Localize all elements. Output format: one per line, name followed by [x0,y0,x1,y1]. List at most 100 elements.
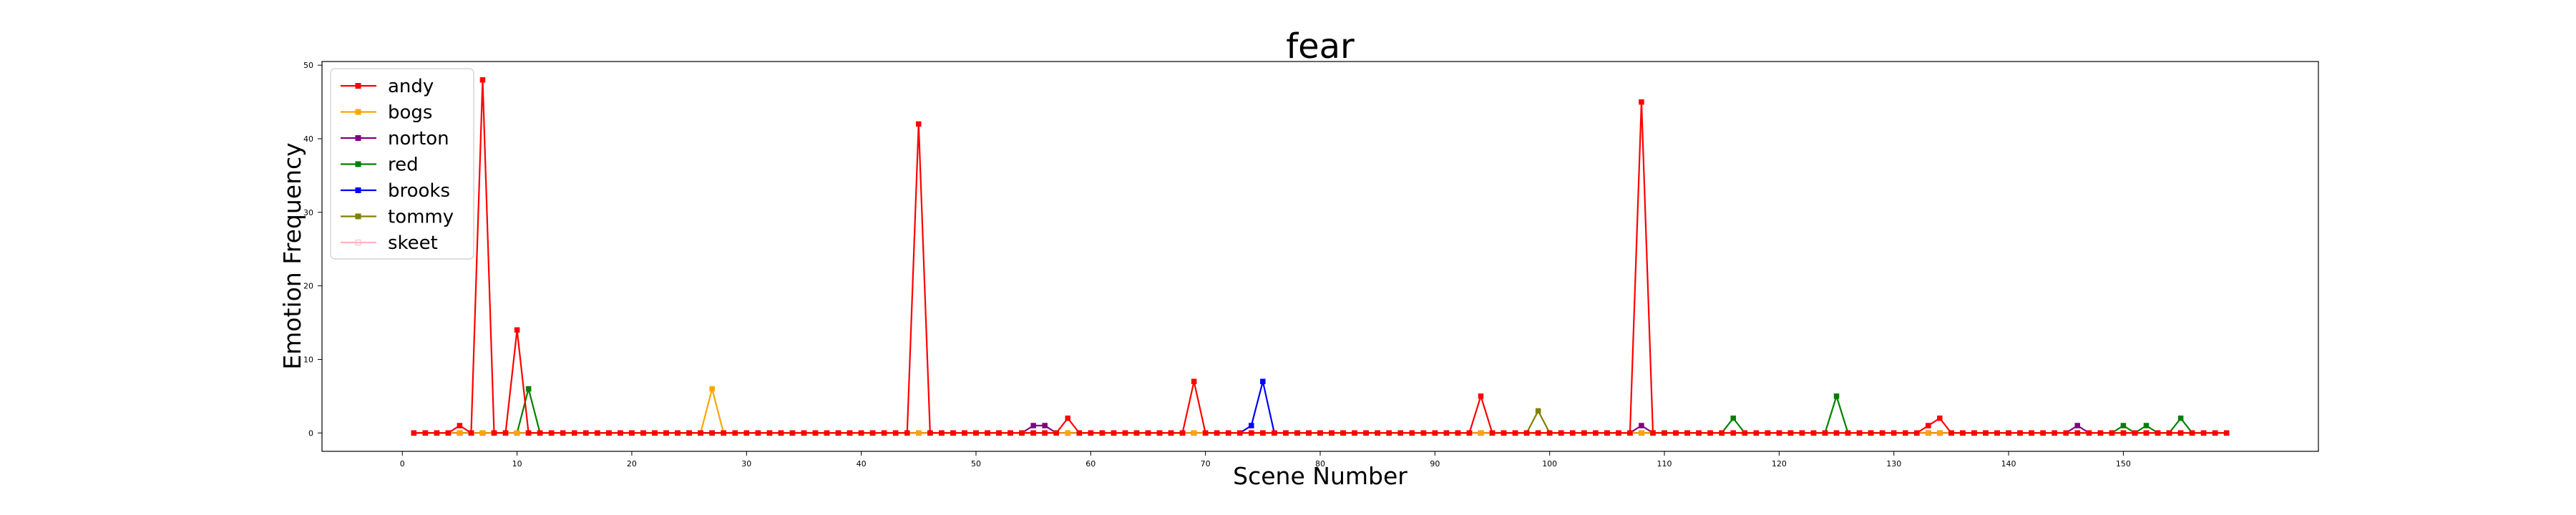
data-point-andy [1799,430,1805,436]
data-point-red [525,386,532,392]
data-point-andy [801,430,807,436]
data-point-andy [1570,430,1576,436]
data-point-andy [1742,430,1748,436]
data-point-andy [1202,430,1209,436]
data-point-andy [1329,430,1335,436]
data-point-bogs [709,386,715,392]
data-point-andy [1512,430,1518,436]
data-point-andy [1833,430,1840,436]
data-point-andy [698,430,703,436]
data-point-bogs [457,430,463,436]
data-point-red [2143,423,2150,428]
data-point-andy [2132,430,2138,436]
legend-label: red [388,154,419,176]
data-point-andy [755,430,761,436]
data-point-andy [1558,430,1564,436]
data-point-andy [858,430,864,436]
data-point-red [2177,415,2184,421]
data-point-brooks [1249,423,1254,428]
data-point-andy [985,430,990,436]
data-point-andy [1214,430,1220,436]
data-point-andy [1466,430,1473,436]
data-point-andy [572,430,577,436]
data-point-andy [1868,430,1874,436]
data-point-andy [892,430,899,436]
legend-entry-norton: norton [341,128,449,149]
data-point-andy [1260,430,1266,436]
data-point-andy [1787,430,1794,436]
data-point-andy [766,430,773,436]
data-point-andy [1983,430,1989,436]
data-point-andy [1753,430,1760,436]
y-tick-label: 50 [303,61,313,70]
y-tick-label: 40 [303,134,313,144]
data-point-andy [2177,430,2184,436]
data-point-andy [2063,430,2069,436]
x-tick-label: 40 [857,459,867,469]
legend-label: bogs [388,102,432,124]
data-point-andy [2051,430,2057,436]
data-point-andy [640,430,646,436]
legend-box [330,68,474,260]
data-point-andy [1455,430,1461,436]
data-point-andy [1903,430,1908,436]
data-point-andy [1386,430,1392,436]
data-point-andy [1168,430,1174,436]
data-point-bogs [1926,430,1931,436]
data-point-andy [1581,430,1587,436]
data-point-andy [1604,430,1610,436]
data-point-norton [1639,423,1644,428]
data-point-andy [1914,430,1920,436]
data-point-andy [1948,430,1954,436]
data-point-andy [869,430,876,436]
legend-marker [355,109,361,115]
x-tick-label: 90 [1430,459,1440,469]
data-point-andy [881,430,887,436]
data-point-andy [1397,430,1403,436]
data-point-norton [1042,423,1048,428]
data-point-andy [652,430,658,436]
legend-label: skeet [388,232,438,254]
data-point-andy [2086,430,2092,436]
legend-entry-skeet: skeet [341,232,438,254]
data-point-andy [1845,430,1851,436]
x-tick-label: 30 [741,459,751,469]
data-point-andy [1523,430,1530,436]
data-point-andy [502,430,509,436]
data-point-andy [468,430,474,436]
data-point-andy [491,430,497,436]
data-point-andy [1409,430,1415,436]
data-point-andy [1810,430,1817,436]
data-point-tommy [1535,408,1541,414]
data-point-andy [1088,430,1094,436]
data-point-andy [962,430,967,436]
data-point-andy [2155,430,2161,436]
data-point-andy [1730,430,1736,436]
legend-marker [355,187,361,193]
x-tick-label: 120 [1772,459,1787,469]
data-point-andy [1707,430,1713,436]
x-tick-label: 60 [1085,459,1096,469]
data-point-andy [514,327,520,333]
data-point-andy [1420,430,1427,436]
data-point-andy [1076,430,1083,436]
data-point-andy [1019,430,1025,436]
legend-entry-brooks: brooks [341,180,450,202]
data-point-andy [1684,430,1690,436]
data-point-andy [1042,430,1048,436]
data-point-andy [2166,430,2172,436]
data-point-andy [1650,430,1656,436]
data-point-andy [434,430,440,436]
data-point-andy [675,430,680,436]
legend-marker [355,83,361,89]
series-layer [411,77,2230,436]
legend-entry-tommy: tommy [341,207,454,228]
data-point-andy [1237,430,1243,436]
data-point-andy [812,430,819,436]
data-point-andy [1673,430,1679,436]
data-point-bogs [916,430,922,436]
legend-marker [355,135,361,141]
y-tick-label: 20 [303,282,313,291]
legend-marker [355,161,361,167]
